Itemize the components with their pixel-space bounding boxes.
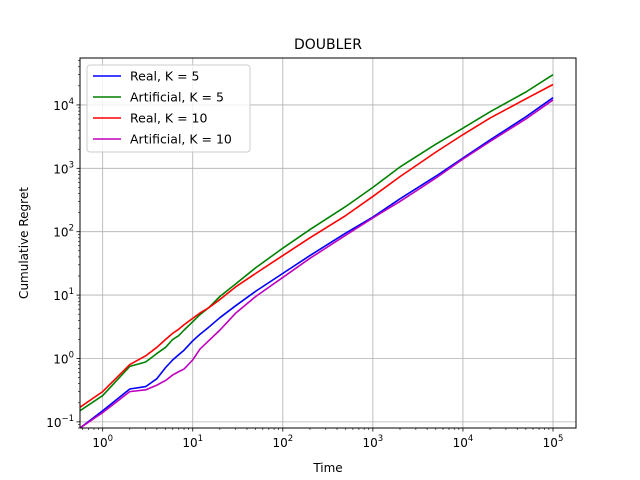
legend-label: Real, K = 5 xyxy=(130,69,199,84)
legend-box xyxy=(86,64,251,153)
legend: Real, K = 5 Artificial, K = 5 Real, K = 10… xyxy=(86,64,251,153)
series-lines xyxy=(80,74,554,428)
chart-title: DOUBLER xyxy=(294,37,362,53)
legend-label: Real, K = 10 xyxy=(130,111,207,126)
y-tick-label: 103 xyxy=(53,160,74,176)
plot-frame xyxy=(79,57,577,429)
x-tick-label: 100 xyxy=(92,434,113,450)
x-tick-label: 101 xyxy=(182,434,203,450)
y-axis-label: Cumulative Regret xyxy=(17,187,31,299)
y-tick-label: 10−1 xyxy=(46,414,74,430)
x-tick-label: 105 xyxy=(543,434,564,450)
y-axis-ticks: 10−1 100 101 102 103 104 xyxy=(46,60,80,430)
y-tick-label: 100 xyxy=(53,350,74,366)
x-tick-label: 102 xyxy=(272,434,293,450)
series-line-1 xyxy=(80,97,554,428)
series-line-2 xyxy=(80,74,554,412)
series-line-4 xyxy=(80,99,554,428)
y-tick-label: 101 xyxy=(53,287,74,303)
grid xyxy=(80,58,576,428)
series-line-3 xyxy=(80,83,554,408)
x-tick-label: 104 xyxy=(453,434,474,450)
y-tick-label: 102 xyxy=(53,224,74,240)
legend-label: Artificial, K = 10 xyxy=(130,132,232,147)
y-tick-label: 104 xyxy=(53,97,74,113)
x-tick-label: 103 xyxy=(363,434,384,450)
legend-label: Artificial, K = 5 xyxy=(130,90,224,105)
x-axis-ticks: 100 101 102 103 104 105 xyxy=(82,428,564,450)
x-axis-label: Time xyxy=(312,461,342,475)
